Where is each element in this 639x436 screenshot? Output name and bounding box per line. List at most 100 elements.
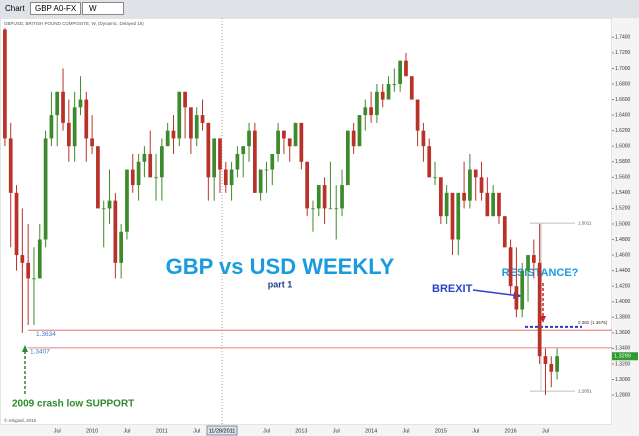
x-tick-label: 2016 (504, 428, 516, 434)
candle-body (258, 169, 263, 193)
candle-body (235, 153, 240, 170)
level-label: 1.3634 (36, 331, 56, 338)
y-tick-label: 1.5200 (615, 206, 631, 212)
y-tick-label: 1.6200 (615, 128, 631, 134)
candle-body (537, 262, 542, 357)
candle-body (14, 192, 19, 256)
y-tick-label: 1.6000 (615, 144, 631, 150)
candle-body (473, 169, 478, 178)
x-tick-label: Jul (472, 428, 479, 434)
candle-body (299, 122, 304, 162)
candle-body (450, 192, 455, 240)
candle-body (398, 60, 403, 84)
candle-body (415, 99, 420, 131)
candle-body (90, 138, 94, 147)
footer: © eSignal, 2016 (4, 417, 37, 423)
candle-body (148, 153, 153, 178)
candle-body (26, 262, 31, 279)
candle-body (502, 216, 507, 248)
candle-body (247, 130, 251, 147)
candle-body (421, 130, 426, 147)
y-tick-label: 1.6400 (615, 112, 631, 118)
x-tick-label: Jul (333, 428, 340, 434)
x-tick-label: 2014 (365, 428, 377, 434)
candle-body (183, 91, 187, 108)
candle-body (206, 122, 211, 178)
y-tick-label: 1.5000 (615, 221, 631, 227)
candle-body (497, 192, 501, 217)
y-tick-label: 1.4200 (615, 284, 631, 290)
y-tick-label: 1.3200 (615, 361, 631, 367)
chart-header: GBPUSD, BRITISH POUND COMPOSITE, W, (Dyn… (4, 21, 144, 26)
y-tick-label: 1.4600 (615, 252, 631, 258)
candle-body (543, 356, 548, 364)
candle-body (282, 130, 286, 139)
candle-body (334, 208, 339, 210)
candle-body (159, 146, 164, 178)
interval-box[interactable]: W (82, 2, 124, 15)
candle-body (107, 200, 112, 209)
candle-body (375, 91, 379, 116)
candle-body (55, 91, 60, 116)
candle-body (37, 239, 42, 279)
candle-body (142, 153, 147, 162)
candle-body (386, 83, 391, 100)
candle-body (311, 208, 315, 210)
y-tick-label: 1.5600 (615, 175, 631, 181)
candle-body (357, 115, 362, 147)
brexit-arrow (472, 289, 521, 297)
y-tick-label: 1.4400 (615, 268, 631, 274)
y-tick-label: 1.5400 (615, 190, 631, 196)
candle-body (433, 177, 437, 179)
y-tick-label: 1.3600 (615, 330, 631, 336)
candle-body (113, 200, 118, 263)
plot-area (0, 18, 613, 426)
candle-body (223, 169, 228, 186)
crosshair-label: 11/28/2011 (209, 428, 236, 434)
candle-body (305, 161, 310, 209)
candle-body (165, 130, 170, 147)
candle-body (119, 231, 124, 263)
candle-body (72, 107, 77, 147)
candle-body (130, 169, 135, 186)
candle-body (531, 255, 536, 263)
candle-body (520, 270, 525, 310)
candle-body (229, 169, 234, 186)
fib-label: 1.5011 (578, 220, 592, 225)
candle-body (351, 130, 356, 147)
last-price-label: 1.3299 (614, 354, 631, 360)
x-tick-label: Jul (542, 428, 549, 434)
y-tick-label: 1.3400 (615, 346, 631, 352)
candle-body (136, 161, 141, 186)
candle-body (43, 138, 48, 240)
candle-body (345, 130, 350, 186)
y-tick-label: 1.3800 (615, 315, 631, 321)
candle-body (485, 192, 490, 217)
candle-body (171, 130, 176, 139)
x-tick-label: 2010 (86, 428, 98, 434)
y-tick-label: 1.7400 (615, 35, 631, 41)
chart-title: GBP vs USD WEEKLY (166, 254, 395, 279)
candle-body (404, 60, 408, 77)
symbol-box[interactable]: GBP A0-FX (30, 2, 82, 15)
candle-body (409, 76, 414, 100)
y-tick-label: 1.3000 (615, 377, 631, 383)
candle-body (468, 169, 472, 201)
y-tick-label: 1.6600 (615, 97, 631, 103)
candle-body (491, 192, 496, 217)
candle-body (125, 169, 129, 232)
y-tick-label: 1.4000 (615, 299, 631, 305)
x-tick-label: 2015 (435, 428, 447, 434)
candle-body (549, 363, 554, 372)
candle-body (293, 122, 298, 147)
y-tick-label: 1.7200 (615, 50, 631, 56)
x-tick-label: Jul (54, 428, 61, 434)
candle-body (438, 177, 443, 217)
candle-body (96, 146, 100, 209)
y-tick-label: 1.6800 (615, 81, 631, 87)
candle-body (61, 91, 65, 123)
toolbar: Chart GBP A0-FX W (0, 0, 639, 19)
candle-body (101, 208, 106, 210)
candle-body (514, 286, 519, 310)
candle-body (287, 138, 292, 147)
